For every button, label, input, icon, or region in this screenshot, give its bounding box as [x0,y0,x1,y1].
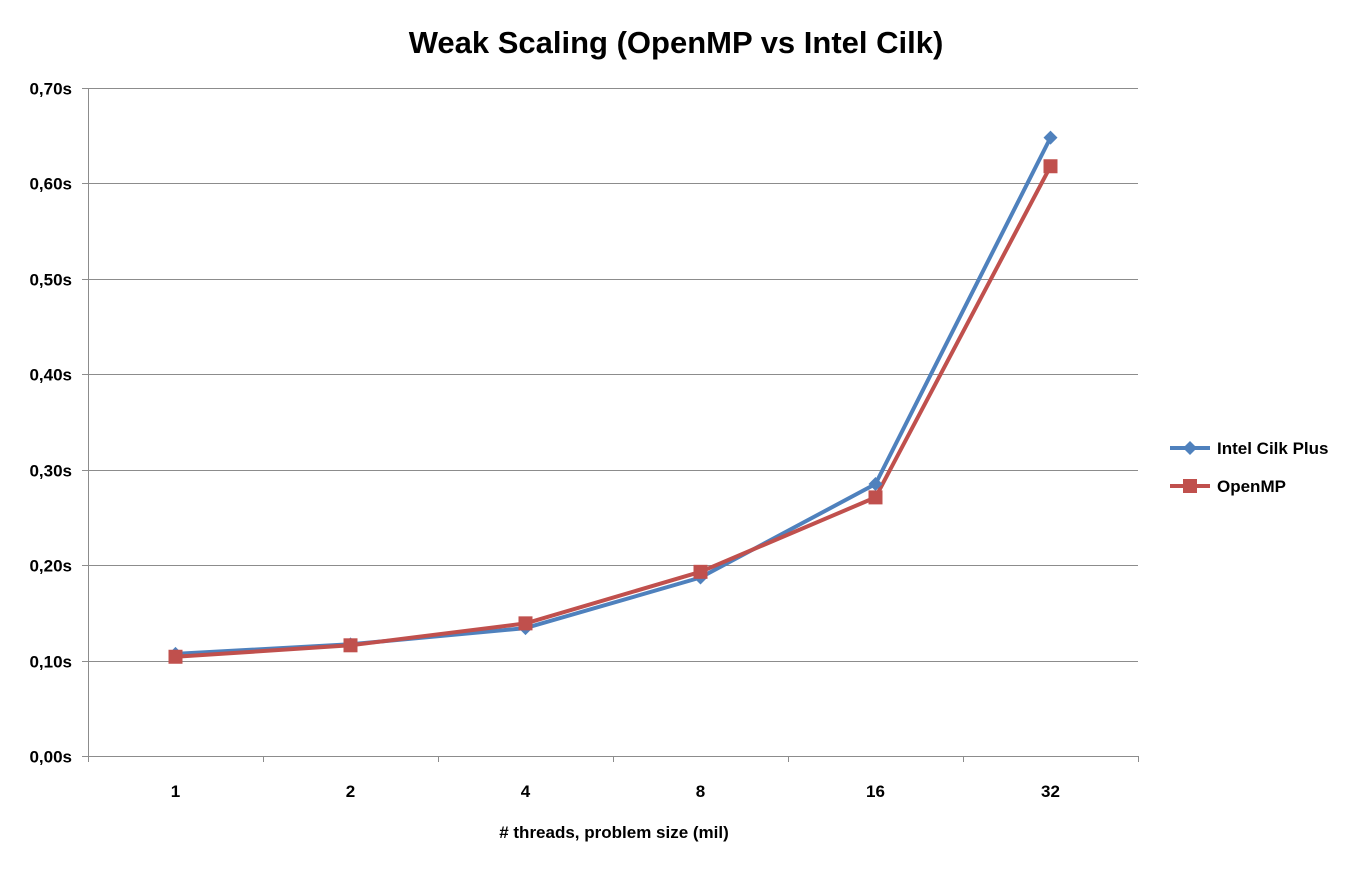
y-tick-label: 0,20s [29,557,72,576]
y-tick-label: 0,00s [29,748,72,767]
y-tick-label: 0,60s [29,175,72,194]
data-point-intel-cilk-plus [868,477,883,492]
y-tick-label: 0,50s [29,271,72,290]
legend-label-intel-cilk-plus: Intel Cilk Plus [1217,439,1328,458]
series-line-intel-cilk-plus [173,135,1053,656]
x-axis-tick-labels: 1 2 4 8 16 32 [171,782,1060,801]
data-point-openmp [1043,159,1058,174]
data-point-openmp [343,638,358,653]
data-point-openmp [518,616,533,631]
gridlines [88,88,1138,662]
legend: Intel Cilk Plus OpenMP [1170,439,1328,496]
y-tick-label: 0,30s [29,462,72,481]
y-tick-label: 0,70s [29,80,72,99]
series-line-openmp [173,164,1053,659]
legend-marker-openmp [1183,479,1197,493]
y-tick-label: 0,10s [29,653,72,672]
data-point-intel-cilk-plus [1043,130,1058,145]
series-lines [173,135,1053,659]
chart-title: Weak Scaling (OpenMP vs Intel Cilk) [409,25,944,60]
series-markers [168,130,1058,664]
data-point-openmp [168,649,183,664]
legend-marker-intel-cilk-plus [1183,441,1197,455]
x-tick-label: 4 [521,782,531,801]
axes [82,88,1139,762]
x-tick-label: 32 [1041,782,1060,801]
data-point-openmp [868,490,883,505]
x-tick-label: 16 [866,782,885,801]
data-point-openmp [693,564,708,579]
x-tick-label: 2 [346,782,355,801]
legend-label-openmp: OpenMP [1217,477,1286,496]
x-tick-label: 1 [171,782,180,801]
y-tick-label: 0,40s [29,366,72,385]
x-tick-label: 8 [696,782,705,801]
x-axis-label: # threads, problem size (mil) [499,823,729,842]
y-axis-tick-labels: 0,00s 0,10s 0,20s 0,30s 0,40s 0,50s 0,60s 0,70s [29,80,72,767]
